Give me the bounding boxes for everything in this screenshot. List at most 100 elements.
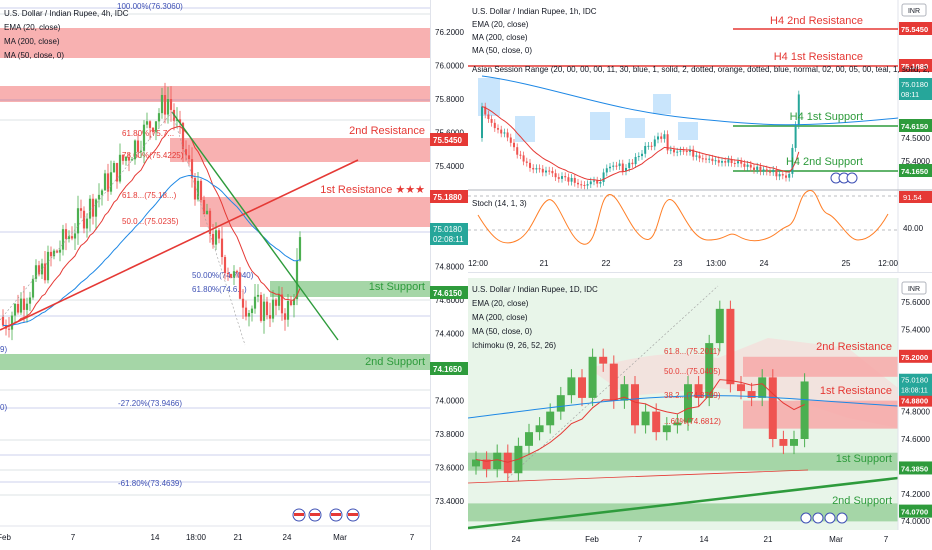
h4-chart-svg[interactable]: 100.00%(76.3060) 61.80%(75.7... 78.60%(75.… <box>0 0 430 550</box>
h4-current-price: 75.0180 <box>433 225 462 234</box>
h1-candle <box>721 161 723 163</box>
h1-candle <box>657 136 659 140</box>
h1-candle <box>503 132 506 134</box>
h1-x-label: 12:00 <box>878 259 899 268</box>
d1-chart-title: U.S. Dollar / Indian Rupee, 1D, IDC <box>472 285 598 294</box>
h1-x-label: 22 <box>602 259 611 268</box>
d1-candle <box>662 425 671 433</box>
h4-candle <box>124 156 128 161</box>
d1-candle <box>790 439 798 446</box>
h4-indicator-ema: EMA (20, close) <box>4 23 61 32</box>
h4-candle <box>64 229 68 239</box>
h1-indicator-ema: EMA (20, close) <box>472 20 529 29</box>
d1-ma50-line <box>468 469 809 484</box>
h4-candle <box>229 274 233 278</box>
h1-candle <box>567 177 570 182</box>
d1-2nd-resistance-label: 2nd Resistance <box>816 341 892 353</box>
h4-ma200-line <box>2 174 301 327</box>
h1-candle <box>769 171 771 173</box>
h1-candle <box>724 161 727 163</box>
d1-price-tick: 74.6000 <box>901 435 930 444</box>
d1-chart-panel[interactable]: 61.8...(75.2011) 50.0...(75.0405) 38.2...(… <box>468 278 932 550</box>
h1-chart-panel[interactable]: 75.800075.600075.400074.500075.545075.18… <box>468 0 932 273</box>
d1-x-label: 7 <box>884 535 889 544</box>
h4-candle <box>268 315 272 319</box>
h4-fib-label: 61.8...(75.18...) <box>122 191 177 200</box>
h4-1st-resistance-zone <box>200 197 430 227</box>
h4-candle <box>259 294 263 321</box>
h4-candle <box>109 172 113 192</box>
h1-candle <box>583 184 586 186</box>
h1-candle <box>577 182 579 185</box>
h1-x-label: 25 <box>842 259 851 268</box>
h1-candle <box>506 132 509 138</box>
h1-candle <box>653 139 656 147</box>
h4-x-label: 21 <box>234 533 243 542</box>
h4-candle <box>58 249 62 253</box>
d1-1st-resistance-label: 1st Resistance <box>820 385 892 397</box>
h4-candle <box>241 298 245 308</box>
h1-indicator-asian-session: Asian Session Range (20, 00, 00, 00, 11,… <box>472 65 932 74</box>
h1-candle <box>669 149 672 151</box>
h4-price-tick: 73.8000 <box>435 430 464 439</box>
h1-event-flags[interactable] <box>830 172 858 184</box>
h1-x-label: 23 <box>674 259 683 268</box>
d1-indicator-ma200: MA (200, close) <box>472 313 528 322</box>
d1-fib-anchor-line <box>507 285 719 479</box>
h1-candle <box>493 122 496 129</box>
d1-chart-svg[interactable]: 61.8...(75.2011) 50.0...(75.0405) 38.2...(… <box>468 278 932 550</box>
d1-candle <box>556 395 565 412</box>
h1-candle <box>753 167 755 170</box>
h1-asian-session-box <box>590 112 610 140</box>
h1-x-label: 12:00 <box>468 259 489 268</box>
h4-fib-label: 50.00%(74.7040) <box>192 271 254 280</box>
h1-candle <box>682 150 685 152</box>
h4-candle <box>145 121 149 125</box>
h1-candle <box>660 136 663 139</box>
h4-candle <box>280 294 284 314</box>
h4-candle <box>235 271 239 273</box>
h1-candle <box>621 163 624 172</box>
h4-candle <box>187 155 191 160</box>
h4-chart-title: U.S. Dollar / Indian Rupee, 4h, IDC <box>4 9 129 18</box>
h4-candle <box>115 163 119 182</box>
h1-candle <box>711 158 714 162</box>
h4-candle <box>253 296 257 309</box>
h4-candle <box>154 121 158 133</box>
economic-event-flags[interactable] <box>292 508 360 522</box>
h4-candle <box>94 199 98 217</box>
d1-currency-badge[interactable] <box>901 281 927 295</box>
h1-h4-1st-support-label: H4 1st Support <box>790 111 863 123</box>
h4-2nd-support-zone <box>0 354 430 370</box>
h1-candle <box>599 181 602 184</box>
d1-current-price-badge <box>899 373 932 396</box>
d1-candle <box>694 384 703 398</box>
h4-price-tick: 74.4000 <box>435 330 464 339</box>
h4-fib-label: 0) <box>0 403 7 412</box>
h4-chart-panel[interactable]: 100.00%(76.3060) 61.80%(75.7... 78.60%(75.… <box>0 0 430 550</box>
d1-event-flags[interactable] <box>800 512 848 524</box>
h4-candle <box>67 236 71 239</box>
h4-candle <box>190 159 194 178</box>
h1-chart-svg[interactable]: 75.800075.600075.400074.500075.545075.18… <box>468 0 932 272</box>
h1-candle <box>759 166 762 172</box>
h1-candle <box>586 184 589 186</box>
h1-candle <box>650 145 653 147</box>
h1-currency-badge[interactable] <box>901 3 927 17</box>
d1-1st-support-label: 1st Support <box>836 453 892 465</box>
h1-candle <box>513 142 515 148</box>
h4-candle <box>295 260 299 300</box>
h4-falling-trendline <box>171 111 339 341</box>
d1-candle <box>652 411 661 433</box>
h4-candle <box>199 180 203 200</box>
h1-ema-line <box>481 106 800 182</box>
h1-zone-price-tag <box>899 164 932 177</box>
h4-candle <box>79 208 83 211</box>
h4-price-scale[interactable]: 76.200076.000075.800075.600075.400075.20… <box>430 0 468 550</box>
h1-candle <box>733 163 736 165</box>
h1-candle <box>692 149 695 157</box>
d1-zone-price-text: 75.2000 <box>901 353 928 362</box>
h4-countdown: 02:08:11 <box>433 235 464 244</box>
h4-candle <box>85 218 89 229</box>
h4-2nd-resistance-label: 2nd Resistance <box>349 125 425 137</box>
